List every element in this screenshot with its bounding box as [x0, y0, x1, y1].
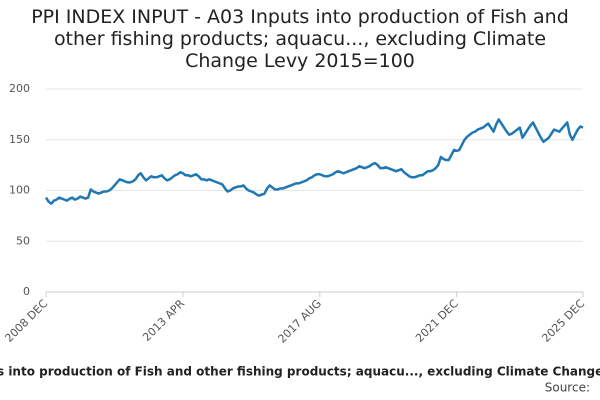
x-tick-label: 2013 APR: [140, 297, 187, 344]
source: Source:: [545, 381, 590, 395]
data-line: [44, 118, 584, 205]
y-tick-label: 100: [9, 184, 30, 197]
x-tick-label: 2017 AUG: [276, 297, 325, 346]
x-tick-label: 2021 DEC: [413, 297, 461, 345]
y-tick-label: 200: [9, 82, 30, 95]
x-tick-label: 2008 DEC: [2, 297, 50, 345]
legend-label: Inputs into production of Fish and other…: [0, 365, 600, 379]
y-tick-label: 0: [23, 285, 30, 298]
y-tick-label: 50: [16, 234, 30, 247]
y-tick-label: 150: [9, 133, 30, 146]
chart-title: PPI INDEX INPUT - A03 Inputs into produc…: [31, 6, 569, 72]
x-tick-label: 2025 DEC: [539, 297, 587, 345]
